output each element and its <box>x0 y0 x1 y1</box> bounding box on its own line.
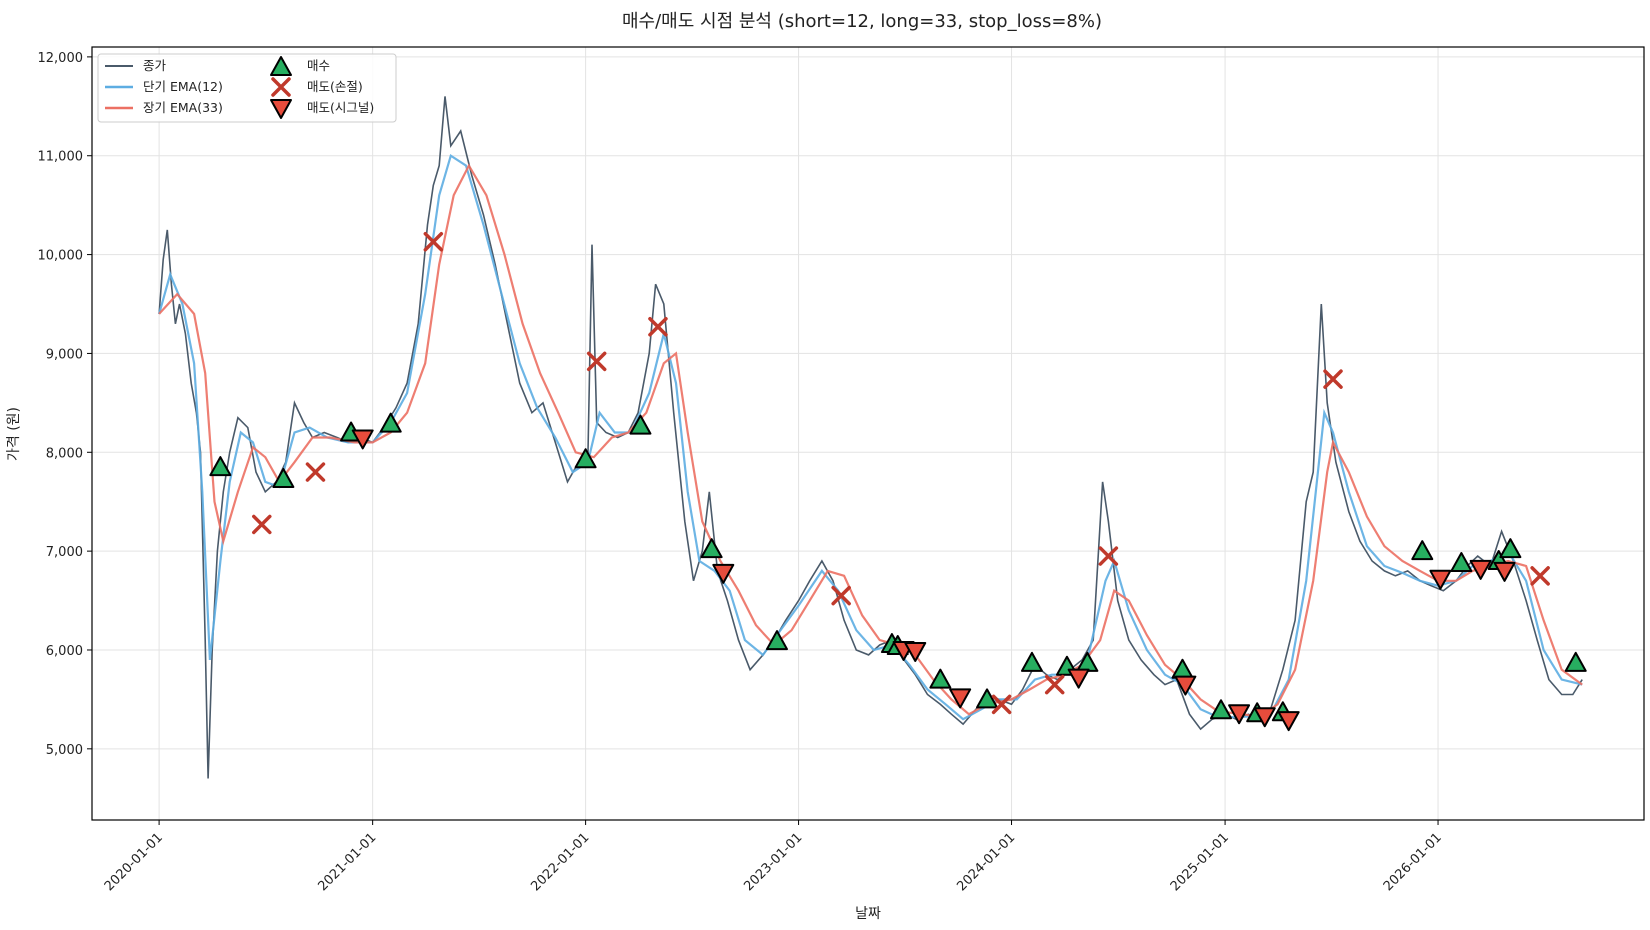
chart-title: 매수/매도 시점 분석 (short=12, long=33, stop_los… <box>622 11 1102 32</box>
sell-signal-marker <box>904 641 927 662</box>
markers <box>209 231 1587 732</box>
buy-marker <box>1209 699 1232 720</box>
legend-ema-short-label: 단기 EMA(12) <box>143 79 223 94</box>
plot-area <box>158 96 1587 779</box>
x-tick-label: 2020-01-01 <box>102 830 166 894</box>
x-tick-label: 2025-01-01 <box>1168 830 1232 894</box>
legend-box <box>97 53 397 123</box>
legend-sell-stop-glyph <box>271 77 291 97</box>
x-tick-label: 2021-01-01 <box>315 830 379 894</box>
sell-stop-marker <box>1098 546 1119 566</box>
y-axis: 5,000 6,000 7,000 8,000 9,000 10,000 11,000 12,… <box>38 51 92 758</box>
x-axis: 2020-01-01 2021-01-01 2022-01-01 2023-01-01… <box>102 820 1445 894</box>
buy-marker <box>629 414 652 435</box>
x-axis-label: 날짜 <box>855 906 881 922</box>
legend-buy-label: 매수 <box>307 58 330 73</box>
legend-sell-signal-label: 매도(시그널) <box>307 100 374 115</box>
buy-marker <box>765 630 788 651</box>
legend-sell-signal-glyph <box>270 99 292 119</box>
sell-stop-marker <box>305 462 326 482</box>
grid <box>92 47 1644 820</box>
sell-stop-marker <box>991 694 1012 715</box>
buy-marker <box>1411 540 1434 561</box>
sell-signal-marker <box>1067 668 1090 689</box>
legend-buy-glyph <box>270 56 292 76</box>
y-tick-label: 9,000 <box>46 347 83 362</box>
y-tick-label: 5,000 <box>46 743 83 758</box>
y-tick-label: 8,000 <box>46 446 83 461</box>
sell-stop-marker <box>1044 674 1065 695</box>
sell-stop-marker <box>423 231 444 252</box>
sell-stop-marker <box>648 316 668 337</box>
y-tick-label: 6,000 <box>46 644 83 659</box>
sell-signal-marker <box>1277 711 1300 732</box>
sell-stop-marker <box>252 514 272 535</box>
sell-signal-marker <box>1253 707 1276 728</box>
sell-stop-marker <box>1323 369 1343 389</box>
x-tick-label: 2022-01-01 <box>528 830 592 894</box>
plot-frame <box>91 46 1645 821</box>
y-tick-label: 11,000 <box>38 150 84 165</box>
x-tick-label: 2024-01-01 <box>954 830 1018 894</box>
sell-signal-marker <box>949 688 972 709</box>
buy-marker <box>1450 551 1473 572</box>
sell-signal-marker <box>1429 569 1452 590</box>
legend-close-label: 종가 <box>143 58 167 73</box>
y-axis-label: 가격 (원) <box>6 407 22 461</box>
buy-marker <box>209 456 232 477</box>
legend: 종가 단기 EMA(12) 장기 EMA(33) 매수 매도(손절) 매도(시그… <box>97 53 397 123</box>
buy-marker <box>1020 651 1043 672</box>
y-tick-label: 12,000 <box>38 51 84 66</box>
sell-signal-marker <box>351 429 374 450</box>
legend-ema-long-label: 장기 EMA(33) <box>143 100 223 115</box>
buy-marker <box>1171 658 1194 679</box>
buy-marker <box>976 688 999 709</box>
sell-signal-marker <box>1469 559 1492 580</box>
sell-signal-marker <box>1174 675 1197 696</box>
legend-sell-stop-marker <box>271 77 291 97</box>
sell-signal-marker <box>1493 561 1516 582</box>
legend-sell-signal-marker <box>270 99 292 119</box>
buy-marker <box>1564 651 1587 672</box>
sell-stop-marker <box>586 351 607 372</box>
buy-marker <box>700 538 723 559</box>
sell-stop-marker <box>1530 566 1550 586</box>
x-tick-label: 2023-01-01 <box>741 830 805 894</box>
legend-buy-marker <box>270 56 292 76</box>
x-tick-label: 2026-01-01 <box>1381 830 1445 894</box>
buy-marker <box>272 467 295 488</box>
buy-marker <box>379 412 402 433</box>
buy-marker <box>574 448 597 469</box>
y-tick-label: 7,000 <box>46 545 83 560</box>
ema-long-line <box>158 163 1583 719</box>
buy-marker <box>929 668 952 689</box>
y-tick-label: 10,000 <box>38 249 84 264</box>
legend-sell-stop-label: 매도(손절) <box>307 79 363 94</box>
sell-signal-marker <box>1228 704 1251 725</box>
sell-stop-marker <box>831 585 851 606</box>
sell-signal-marker <box>712 563 735 584</box>
buy-marker <box>1499 538 1522 559</box>
